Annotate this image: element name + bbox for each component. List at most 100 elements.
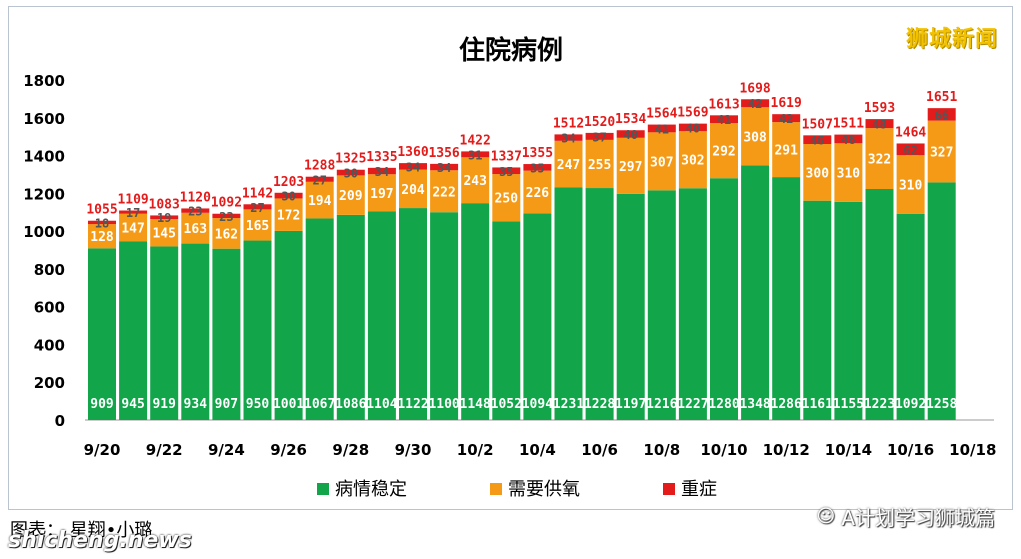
data-label-stable: 1216 <box>646 397 677 412</box>
bar-segment-oxygen <box>585 139 614 189</box>
data-label-stable: 1100 <box>428 397 459 412</box>
bar-segment-stable <box>678 188 707 420</box>
data-label-severe: 37 <box>592 130 606 144</box>
data-label-stable: 1122 <box>397 397 428 412</box>
data-label-stable: 1161 <box>802 397 833 412</box>
data-label-stable: 1001 <box>273 397 304 412</box>
data-label-stable: 1258 <box>926 397 957 412</box>
bar-segment-oxygen <box>212 218 241 249</box>
chart-title: 住院病例 <box>459 35 563 66</box>
bar-segment-oxygen <box>523 170 552 214</box>
stacked-bar-chart: 住院病例 0 200 400 600 800 1000 1200 1400 1600 1800 9… <box>23 35 997 500</box>
bar-segment-severe <box>865 119 894 129</box>
total-label: 1356 <box>428 146 459 161</box>
data-label-oxygen: 327 <box>930 145 953 160</box>
data-label-severe: 34 <box>561 132 575 146</box>
data-label-stable: 1280 <box>708 397 739 412</box>
bar-segment-oxygen <box>399 169 427 209</box>
data-label-oxygen: 250 <box>495 192 519 207</box>
y-tick-label: 1400 <box>23 148 65 166</box>
x-tick-label: 9/20 <box>84 441 121 459</box>
data-label-severe: 34 <box>375 165 389 179</box>
bar-segment-oxygen <box>678 131 707 189</box>
total-label: 1203 <box>273 175 304 190</box>
total-label: 1464 <box>895 125 926 140</box>
bar-segment-oxygen <box>865 128 894 189</box>
total-label: 1142 <box>242 186 273 201</box>
chart-caption: 图表： 星翔•小璐 <box>10 520 153 541</box>
bar-segment-oxygen <box>834 143 863 202</box>
data-label-stable: 1228 <box>584 397 615 412</box>
bar-segment-oxygen <box>710 123 738 179</box>
brand-logo-text: 狮城新闻 <box>905 27 998 52</box>
data-label-stable: 1227 <box>677 397 708 412</box>
y-tick-label: 1000 <box>23 223 65 241</box>
bar-segment-oxygen <box>181 212 210 244</box>
data-label-stable: 1067 <box>304 397 335 412</box>
bar-segment-severe <box>274 192 303 199</box>
total-label: 1360 <box>397 145 428 160</box>
bar-segment-severe <box>367 167 396 175</box>
data-label-severe: 31 <box>468 148 482 162</box>
bar-segment-stable <box>212 248 241 420</box>
data-label-stable: 919 <box>152 397 175 412</box>
wechat-account-label: A计划学习狮城篇 <box>841 506 995 530</box>
bar-segment-stable <box>523 213 552 420</box>
data-label-oxygen: 310 <box>899 178 923 193</box>
data-label-severe: 34 <box>437 161 451 175</box>
bar-segment-severe <box>554 134 583 141</box>
total-label: 1083 <box>149 197 180 212</box>
bar-segment-oxygen <box>461 157 490 204</box>
bar-segment-stable <box>119 241 148 420</box>
bar-segment-oxygen <box>741 107 770 166</box>
data-label-oxygen: 307 <box>650 155 673 170</box>
bar-segment-severe <box>647 124 676 133</box>
bar-segment-stable <box>430 212 459 420</box>
chart-frame: 住院病例 0 200 400 600 800 1000 1200 1400 1600 1800 9… <box>8 6 1013 510</box>
bar-segment-severe <box>772 114 801 123</box>
bar-segment-oxygen <box>274 198 303 231</box>
data-label-severe: 41 <box>717 113 731 127</box>
bar-segment-severe <box>336 169 365 176</box>
data-label-stable: 1052 <box>491 397 522 412</box>
bar-segment-oxygen <box>336 175 365 215</box>
bar-segment-oxygen <box>554 140 583 188</box>
data-label-oxygen: 147 <box>121 222 144 237</box>
data-label-oxygen: 243 <box>463 174 486 189</box>
x-axis: 9/20 9/22 9/24 9/26 9/28 9/30 10/2 10/4 10/6 10/8… <box>84 441 997 459</box>
data-label-oxygen: 300 <box>806 166 830 181</box>
bar-segment-stable <box>274 230 303 420</box>
data-label-severe: 35 <box>530 161 544 175</box>
bar-segment-stable <box>336 214 365 420</box>
data-label-severe: 23 <box>219 210 233 224</box>
bar-segment-severe <box>896 143 925 156</box>
data-label-severe: 30 <box>281 190 295 204</box>
bar-segment-oxygen <box>88 224 116 249</box>
data-label-oxygen: 255 <box>588 158 611 173</box>
data-label-stable: 909 <box>90 397 113 412</box>
bar-segment-severe <box>461 151 490 158</box>
x-tick-label: 9/30 <box>395 441 432 459</box>
bar-segment-stable <box>647 190 676 420</box>
bar-segment-severe <box>803 135 832 145</box>
bar-segment-stable <box>305 218 334 420</box>
total-label: 1055 <box>86 203 117 218</box>
bar-segment-oxygen <box>772 122 801 178</box>
data-label-oxygen: 128 <box>90 230 114 245</box>
y-tick-label: 600 <box>34 299 65 317</box>
total-label: 1507 <box>802 117 833 132</box>
data-label-severe: 42 <box>779 112 793 126</box>
bar-segment-stable <box>927 182 956 420</box>
bar-segment-stable <box>834 201 863 420</box>
bar-segment-severe <box>243 204 272 210</box>
x-tick-label: 9/28 <box>332 441 369 459</box>
y-tick-label: 0 <box>55 412 65 430</box>
data-label-stable: 950 <box>246 397 270 412</box>
data-label-oxygen: 163 <box>184 222 207 237</box>
bar-segment-stable <box>367 211 396 420</box>
total-label: 1511 <box>833 117 864 132</box>
x-tick-label: 10/12 <box>763 441 810 459</box>
data-label-stable: 907 <box>215 397 238 412</box>
bar-segment-oxygen <box>430 170 459 213</box>
bar-segment-stable <box>896 213 925 420</box>
